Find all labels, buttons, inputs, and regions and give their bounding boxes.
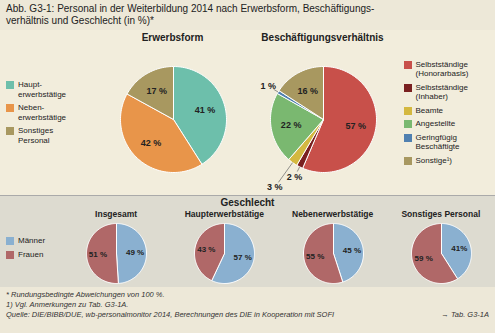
html-text:Frauen: Frauen bbox=[18, 250, 44, 259]
html-text:Erwerbsform: Erwerbsform bbox=[141, 32, 204, 43]
html-text:Männer: Männer bbox=[18, 235, 46, 245]
html-text:Quelle: DIE/BIBB/DUE, wb-perso: Quelle: DIE/BIBB/DUE, wb-personalmonitor… bbox=[6, 310, 335, 319]
html-text:Insgesamt: Insgesamt bbox=[95, 209, 138, 219]
html-text:Sonstiges Personal: Sonstiges Personal bbox=[401, 209, 481, 219]
html-text:→ Tab. G3-1A: → Tab. G3-1A bbox=[441, 310, 489, 319]
svg-text:17 %: 17 % bbox=[146, 86, 167, 96]
svg-text:59 %: 59 % bbox=[414, 254, 432, 263]
svg-text:41 %: 41 % bbox=[194, 105, 215, 115]
html-text:Sonstiges Personal: Sonstiges Personal bbox=[18, 126, 54, 145]
svg-text:1 %: 1 % bbox=[260, 81, 276, 91]
html-text:Neben- erwerbstätige: Neben- erwerbstätige bbox=[18, 103, 66, 122]
html-text:Angestellte: Angestellte bbox=[415, 119, 456, 129]
html-text:Beschäftigungsverhältnis: Beschäftigungsverhältnis bbox=[261, 32, 384, 43]
html-text:1) Vgl. Anmerkungen zu Tab. G3: 1) Vgl. Anmerkungen zu Tab. G3-1A. bbox=[6, 300, 129, 309]
html-text:Geringfügig Beschäftigte: Geringfügig Beschäftigte bbox=[415, 132, 460, 152]
html-text:Abb. G3-1: Personal in der Wei: Abb. G3-1: Personal in der Weiterbildung… bbox=[6, 3, 375, 26]
html-text:Haupterwerbstätige: Haupterwerbstätige bbox=[184, 209, 264, 219]
svg-text:51 %: 51 % bbox=[89, 250, 107, 259]
svg-text:41%: 41% bbox=[451, 244, 467, 253]
html-text:Sonstige¹): Sonstige¹) bbox=[415, 155, 452, 165]
svg-text:16 %: 16 % bbox=[297, 86, 318, 96]
svg-text:45 %: 45 % bbox=[342, 246, 360, 255]
svg-text:42 %: 42 % bbox=[140, 138, 161, 148]
html-text:Haupt- erwerbstätige: Haupt- erwerbstätige bbox=[18, 80, 66, 99]
html-text:* Rundungsbedingte Abweichunge: * Rundungsbedingte Abweichungen von 100 … bbox=[6, 290, 165, 299]
html-text:Geschlecht: Geschlecht bbox=[220, 197, 275, 208]
svg-text:3 %: 3 % bbox=[266, 182, 282, 192]
svg-text:55 %: 55 % bbox=[306, 252, 324, 261]
svg-text:2 %: 2 % bbox=[286, 172, 302, 182]
html-text:Selbstständige (Honorarbasis): Selbstständige (Honorarbasis) bbox=[415, 59, 469, 79]
svg-text:57 %: 57 % bbox=[234, 253, 252, 262]
svg-text:22 %: 22 % bbox=[280, 120, 301, 130]
html-text:Selbstständige (Inhaber): Selbstständige (Inhaber) bbox=[415, 82, 468, 102]
svg-text:43 %: 43 % bbox=[198, 245, 216, 254]
html-text:Beamte: Beamte bbox=[415, 105, 444, 115]
html-text:Nebenerwerbstätige: Nebenerwerbstätige bbox=[292, 209, 374, 219]
svg-text:49 %: 49 % bbox=[126, 248, 144, 257]
svg-text:57 %: 57 % bbox=[345, 121, 366, 131]
